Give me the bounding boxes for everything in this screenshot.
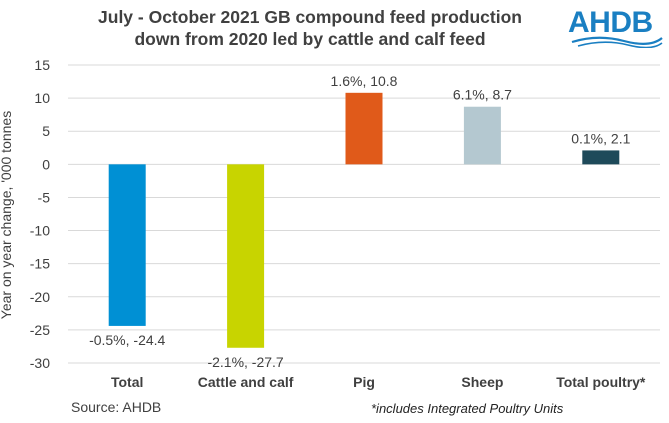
bar-sheep bbox=[463, 106, 501, 165]
y-tick-label: -10 bbox=[30, 223, 50, 239]
y-tick-label: 15 bbox=[34, 57, 50, 73]
bar-total-poultry bbox=[582, 150, 620, 165]
data-label: 1.6%, 10.8 bbox=[331, 73, 398, 89]
y-tick-label: 5 bbox=[42, 123, 50, 139]
data-labels: -0.5%, -24.4 -2.1%, -27.7 1.6%, 10.8 6.1%, … bbox=[89, 73, 631, 370]
y-tick-label: -5 bbox=[38, 189, 51, 205]
data-label: -2.1%, -27.7 bbox=[207, 354, 283, 370]
y-tick-label: 0 bbox=[42, 156, 50, 172]
x-tick-label: Cattle and calf bbox=[198, 374, 294, 390]
footnote: *includes Integrated Poultry Units bbox=[371, 401, 564, 416]
bar-pig bbox=[345, 92, 383, 165]
data-label: 6.1%, 8.7 bbox=[453, 87, 512, 103]
y-tick-label: -30 bbox=[30, 355, 50, 371]
y-tick-label: 10 bbox=[34, 90, 50, 106]
y-axis-ticks: 15 10 5 0 -5 -10 -15 -20 -25 -30 bbox=[30, 57, 50, 371]
chart-title-line-1: July - October 2021 GB compound feed pro… bbox=[98, 7, 522, 27]
y-tick-label: -25 bbox=[30, 322, 50, 338]
ahdb-logo: AHDB bbox=[568, 4, 664, 48]
x-tick-label: Total poultry* bbox=[556, 374, 646, 390]
bars bbox=[108, 92, 620, 348]
logo-wave-icon bbox=[571, 36, 663, 48]
logo-text: AHDB bbox=[568, 6, 653, 39]
y-tick-label: -20 bbox=[30, 289, 50, 305]
data-label: 0.1%, 2.1 bbox=[571, 130, 630, 146]
gridlines bbox=[68, 64, 660, 364]
data-label: -0.5%, -24.4 bbox=[89, 332, 165, 348]
x-tick-label: Sheep bbox=[461, 374, 503, 390]
source-note: Source: AHDB bbox=[71, 399, 162, 415]
bar-total bbox=[108, 164, 146, 326]
x-tick-label: Pig bbox=[353, 374, 375, 390]
x-axis-ticks: Total Cattle and calf Pig Sheep Total poultr… bbox=[111, 374, 646, 390]
chart-title-line-2: down from 2020 led by cattle and calf fe… bbox=[134, 29, 486, 49]
bar-cattle-and-calf bbox=[227, 164, 265, 348]
y-tick-label: -15 bbox=[30, 256, 50, 272]
x-tick-label: Total bbox=[111, 374, 143, 390]
chart-title: July - October 2021 GB compound feed pro… bbox=[60, 6, 560, 50]
